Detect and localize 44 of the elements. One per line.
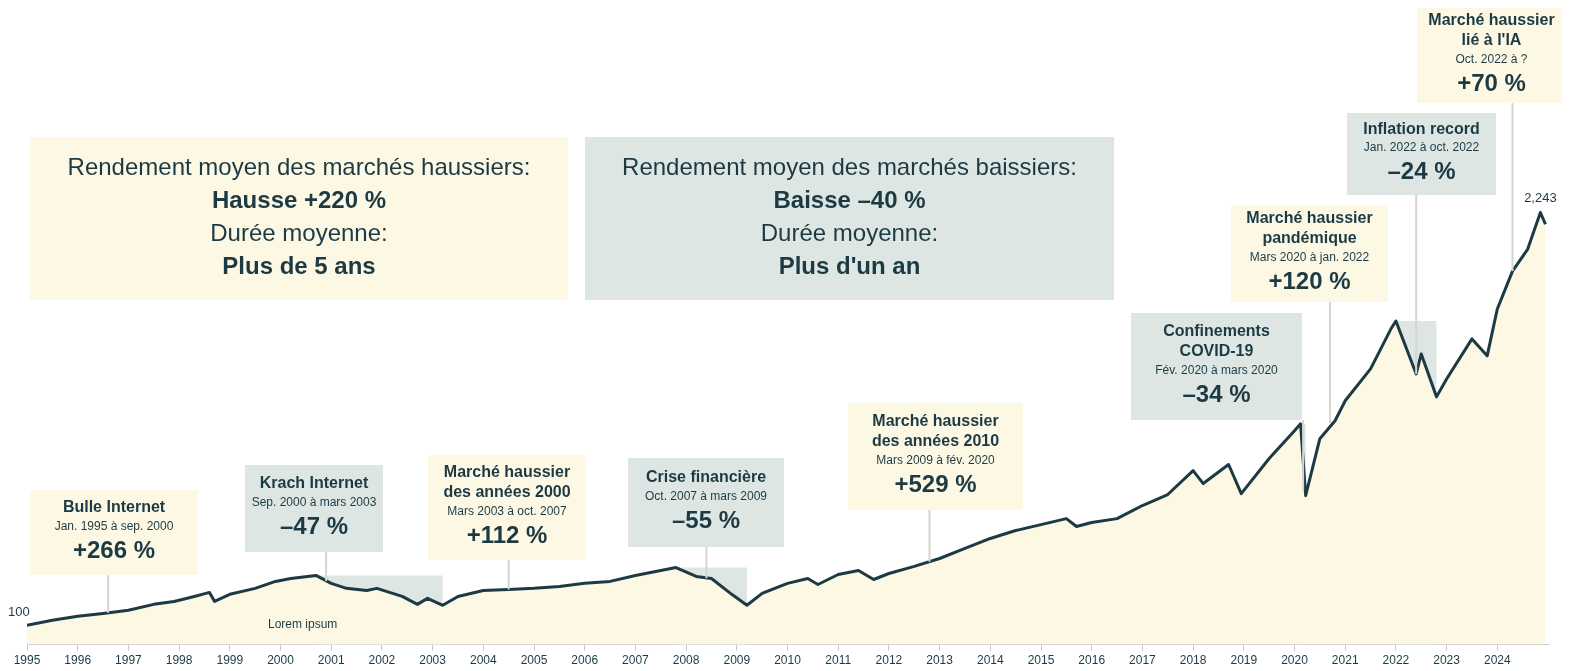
x-tick-label: 2014 xyxy=(976,653,1004,668)
x-tick-label: 2000 xyxy=(267,653,295,668)
x-tick-label: 2019 xyxy=(1230,653,1258,668)
annotation: Bulle Internet Jan. 1995 à sep. 2000 +266 % xyxy=(54,498,174,563)
data-label: 2,243 xyxy=(1524,189,1557,205)
x-tick-label: 2012 xyxy=(875,653,903,668)
x-tick-label: 2021 xyxy=(1331,653,1359,668)
x-tick-label: 2009 xyxy=(723,653,751,668)
x-tick-label: 2024 xyxy=(1483,653,1511,668)
annotation: Krach Internet Sep. 2000 à mars 2003 –47 % xyxy=(251,474,377,539)
x-tick-label: 2002 xyxy=(368,653,396,668)
x-tick-label: 2004 xyxy=(469,653,497,668)
x-tick-label: 2013 xyxy=(926,653,954,668)
annotation: Marché haussier des années 2000 Mars 2003 à oct. 2007 +112 % xyxy=(443,463,571,548)
x-tick-label: 2018 xyxy=(1179,653,1207,668)
annotation: Rendement moyen des marchés haussiers: Hausse +220 % Durée moyenne: Plus de 5 ans xyxy=(67,153,531,280)
x-tick-label: 2020 xyxy=(1281,653,1309,668)
x-tick-label: 1998 xyxy=(165,653,193,668)
annotation: Lorem ipsum xyxy=(268,617,338,632)
annotation: Inflation record Jan. 2022 à oct. 2022 –24 % xyxy=(1363,119,1480,185)
x-tick-label: 2015 xyxy=(1027,653,1055,668)
annotation: Marché haussier pandémique Mars 2020 à jan. 2022 +120 % xyxy=(1246,209,1373,294)
x-tick-label: 2008 xyxy=(672,653,700,668)
x-tick-label: 2006 xyxy=(571,653,599,668)
x-tick-label: 2016 xyxy=(1078,653,1106,668)
x-tick-label: 1999 xyxy=(216,653,244,668)
annotation: Confinements COVID-19 Fév. 2020 à mars 2020 –34 % xyxy=(1155,322,1279,407)
x-tick-label: 2001 xyxy=(317,653,345,668)
x-tick-label: 2017 xyxy=(1129,653,1157,668)
x-tick-label: 2022 xyxy=(1382,653,1410,668)
x-tick-label: 1997 xyxy=(115,653,143,668)
annotation: Crise financière Oct. 2007 à mars 2009 –55 % xyxy=(644,468,768,533)
annotation: Marché haussier des années 2010 Mars 2009 à fév. 2020 +529 % xyxy=(871,412,1000,497)
x-tick-label: 1995 xyxy=(13,653,41,668)
x-tick-label: 2010 xyxy=(774,653,802,668)
x-tick-label: 2011 xyxy=(825,653,852,668)
x-tick-label: 1996 xyxy=(64,653,92,668)
x-tick-label: 2007 xyxy=(622,653,650,668)
x-tick-label: 2005 xyxy=(520,653,548,668)
annotation: Rendement moyen des marchés baissiers: Baisse –40 % Durée moyenne: Plus d'un an xyxy=(622,153,1077,280)
data-label: 100 xyxy=(8,604,30,620)
annotation: Marché haussier lié à l'IA Oct. 2022 à ? +70 % xyxy=(1428,11,1555,96)
x-tick-label: 2023 xyxy=(1433,653,1461,668)
x-tick-label: 2003 xyxy=(419,653,447,668)
